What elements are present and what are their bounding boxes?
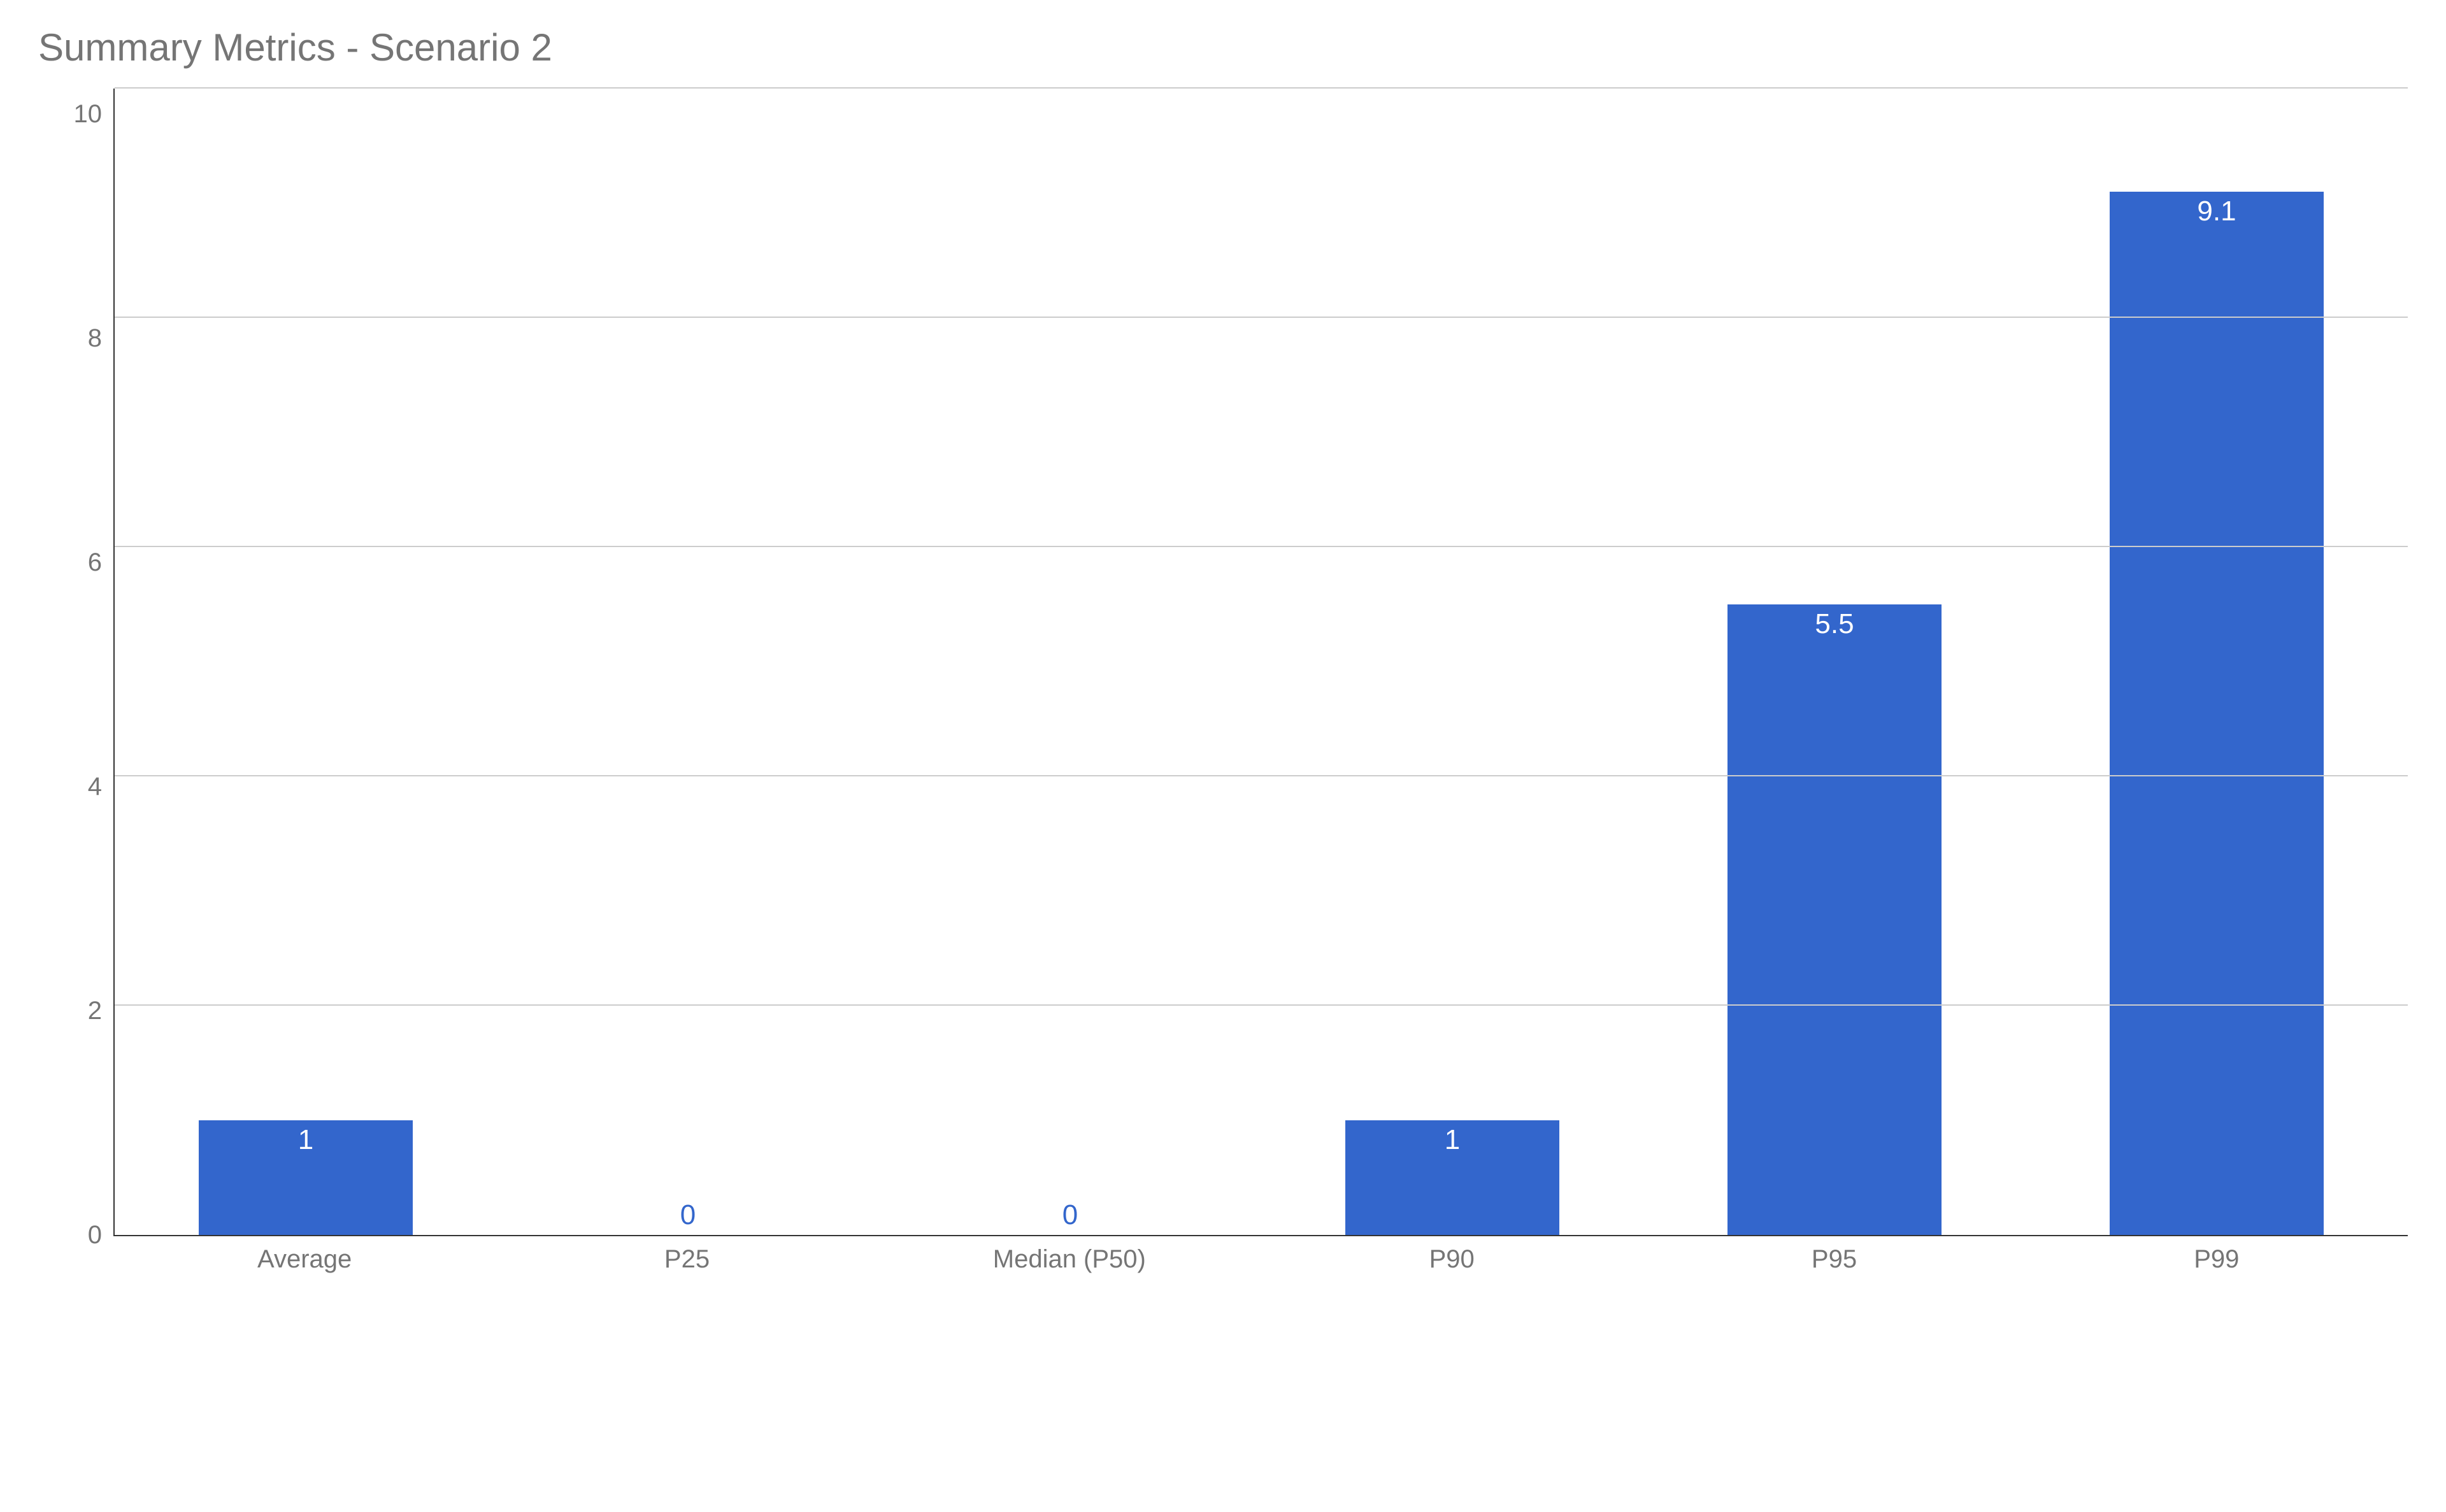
bar-value-label: 5.5 (1815, 608, 1854, 640)
x-tick-label: P99 (2026, 1236, 2408, 1274)
bar: 9.1 (2110, 192, 2324, 1235)
gridline (115, 775, 2408, 776)
bar-slot: 9.1 (2026, 89, 2408, 1235)
bar-value-label: 1 (1445, 1124, 1460, 1156)
plot-area: 1 0 0 1 5.5 9.1 (113, 89, 2408, 1236)
bar: 5.5 (1727, 604, 1942, 1235)
plot-row: 1086420 10015.59.1 (25, 89, 2408, 1236)
gridline (115, 317, 2408, 318)
bar-value-label: 1 (298, 1124, 313, 1156)
x-tick-label: Median (P50) (878, 1236, 1261, 1274)
bar-slot: 0 (879, 89, 1261, 1235)
y-tick-label: 2 (88, 998, 102, 1023)
y-tick-label: 0 (88, 1222, 102, 1248)
bar-value-label: 0 (680, 1199, 696, 1231)
bar-value-label: 9.1 (2197, 196, 2236, 227)
x-tick-label: Average (113, 1236, 496, 1274)
gridline (115, 87, 2408, 89)
bar: 1 (1345, 1120, 1559, 1235)
bar-value-label: 0 (1062, 1199, 1078, 1231)
bar-slot: 0 (497, 89, 879, 1235)
chart-container: Summary Metrics - Scenario 2 1086420 100… (0, 0, 2446, 1299)
y-tick-label: 6 (88, 550, 102, 575)
y-tick-label: 10 (74, 101, 103, 127)
bars-layer: 1 0 0 1 5.5 9.1 (115, 89, 2408, 1235)
x-tick-label: P90 (1261, 1236, 1643, 1274)
bar-slot: 1 (115, 89, 497, 1235)
bar: 1 (199, 1120, 413, 1235)
bar-slot: 5.5 (1643, 89, 2026, 1235)
bar-slot: 1 (1261, 89, 1643, 1235)
gridline (115, 546, 2408, 547)
x-labels: AverageP25Median (P50)P90P95P99 (113, 1236, 2408, 1274)
gridline (115, 1004, 2408, 1006)
y-tick-label: 8 (88, 325, 102, 351)
y-axis: 1086420 (25, 89, 113, 1235)
x-tick-label: P95 (1643, 1236, 2025, 1274)
chart-title: Summary Metrics - Scenario 2 (38, 25, 2408, 69)
y-tick-label: 4 (88, 774, 102, 799)
x-axis: AverageP25Median (P50)P90P95P99 (25, 1236, 2408, 1274)
x-tick-label: P25 (496, 1236, 878, 1274)
